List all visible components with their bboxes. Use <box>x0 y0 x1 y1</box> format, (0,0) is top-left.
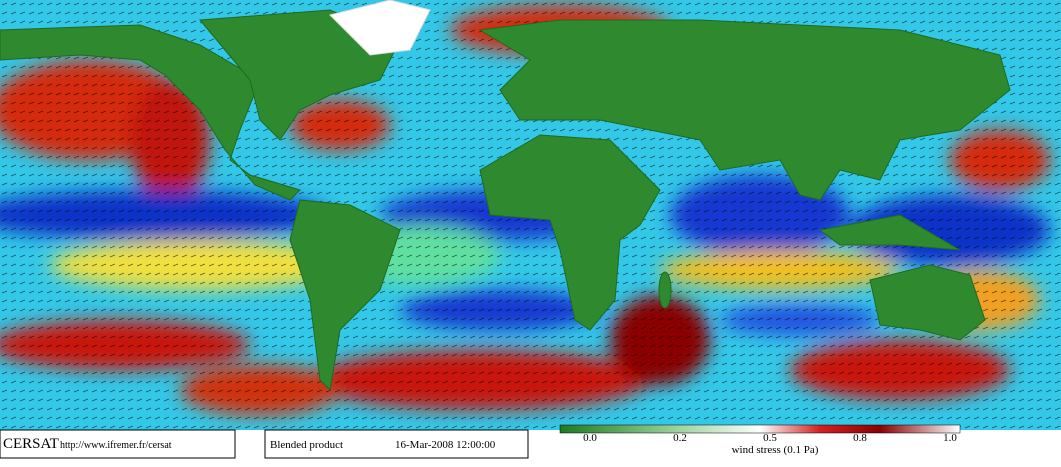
logo-box <box>0 429 236 459</box>
legend-area: 0.0 0.2 0.5 0.8 1.0 wind stress (0.1 Pa) CER… <box>0 424 1061 462</box>
colorbar-tick-label: 0.8 <box>853 432 867 444</box>
colorbar-tick-label: 0.2 <box>673 432 687 444</box>
colorbar <box>559 424 961 434</box>
colorbar-tick-label: 0.0 <box>583 432 597 444</box>
colorbar-tick-label: 1.0 <box>943 432 957 444</box>
colorbar-tick-label: 0.5 <box>763 432 777 444</box>
url: http://www.ifremer.fr/cersat <box>60 440 172 451</box>
continents <box>0 0 1011 392</box>
colorbar-label: wind stress (0.1 Pa) <box>732 444 819 456</box>
logo: CERSAT <box>3 436 59 452</box>
product-box <box>264 429 529 459</box>
product: Blended product <box>270 439 343 451</box>
timestamp: 16-Mar-2008 12:00:00 <box>395 439 496 451</box>
